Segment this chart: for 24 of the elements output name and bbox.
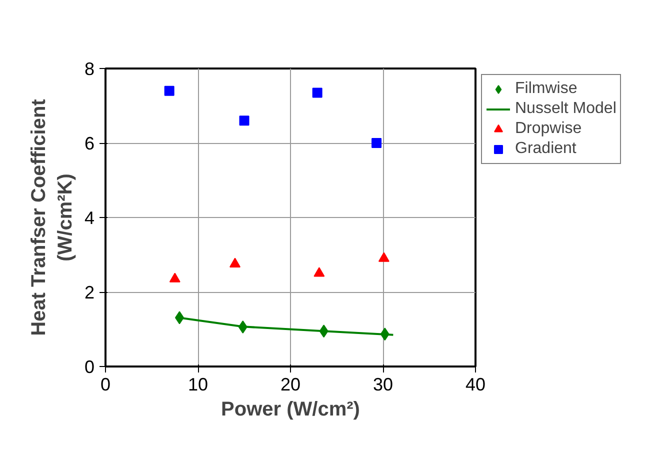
legend-label: Nusselt Model xyxy=(515,100,616,118)
y-axis-title: Heat Tranfser Coefficient (W/cm²K) xyxy=(28,98,76,336)
x-tick-label: 0 xyxy=(100,374,111,394)
y-tick-label: 2 xyxy=(84,282,95,302)
x-tick-label: 10 xyxy=(188,374,208,394)
point xyxy=(314,267,325,277)
legend-label: Filmwise xyxy=(515,80,578,98)
point xyxy=(169,272,180,282)
point xyxy=(230,258,240,268)
point xyxy=(164,86,174,96)
point xyxy=(378,252,390,262)
x-axis-title: Power (W/cm²) xyxy=(221,398,360,420)
point xyxy=(239,116,250,126)
x-tick-label: 30 xyxy=(372,374,394,394)
legend-label: Dropwise xyxy=(515,120,582,138)
point xyxy=(312,88,322,98)
legend-label: Gradient xyxy=(515,140,576,158)
y-tick-label: 0 xyxy=(84,357,95,377)
y-tick-label: 6 xyxy=(84,134,95,154)
y-tick-label: 4 xyxy=(84,208,95,228)
x-tick-label: 40 xyxy=(465,374,486,394)
x-tick-label: 20 xyxy=(280,374,301,394)
y-tick-label: 8 xyxy=(84,59,95,79)
point xyxy=(372,138,382,148)
